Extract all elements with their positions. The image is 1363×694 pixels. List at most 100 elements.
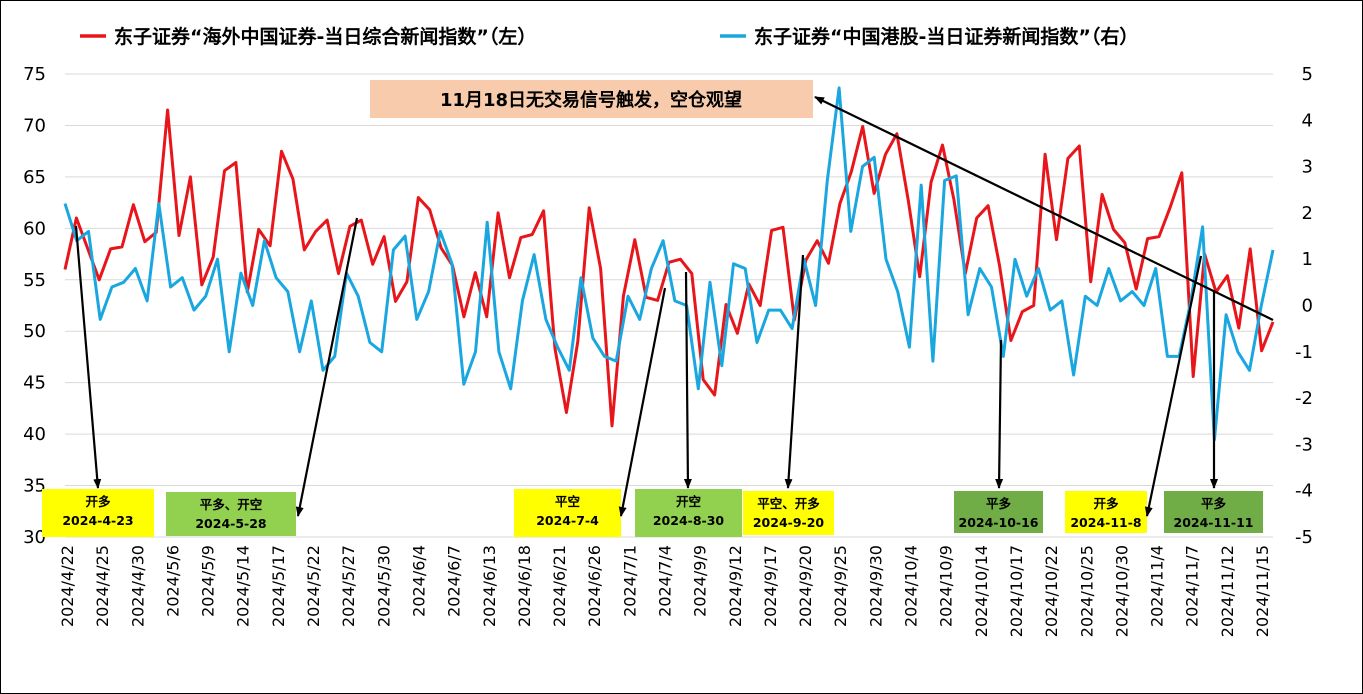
signal-arrow	[814, 96, 1274, 321]
right-tick-label: -4	[1295, 481, 1313, 502]
signal-label: 平多	[1201, 496, 1227, 511]
right-tick-label: -2	[1295, 388, 1313, 409]
x-tick-label: 2024/5/9	[199, 545, 218, 617]
right-tick-label: 1	[1302, 249, 1313, 270]
left-axis-ticks: 30 35 40 45 50 55 60 65 70 75	[23, 64, 46, 548]
signal-arrow	[1144, 255, 1203, 517]
signal-box	[954, 491, 1043, 533]
x-tick-label: 2024/10/4	[902, 545, 921, 627]
x-tick-label: 2024/9/30	[866, 545, 885, 627]
x-tick-label: 2024/11/4	[1148, 545, 1167, 627]
x-tick-label: 2024/5/17	[269, 545, 288, 627]
legend: 东子证券“海外中国证券-当日综合新闻指数”（左） 东子证券“中国港股-当日证券新闻…	[80, 25, 1138, 48]
x-tick-label: 2024/5/30	[374, 545, 393, 627]
left-tick-label: 75	[23, 64, 46, 85]
x-tick-label: 2024/6/7	[445, 545, 464, 617]
signal-box	[1065, 491, 1147, 533]
signal-date: 2024-11-8	[1070, 515, 1141, 530]
signal-label: 开多	[85, 494, 111, 509]
signal-label: 平空、开多	[757, 496, 820, 511]
x-tick-label: 2024/11/7	[1183, 545, 1202, 627]
signal-date: 2024-9-20	[753, 515, 825, 530]
x-tick-label: 2024/11/12	[1218, 545, 1237, 637]
signal-arrow	[995, 339, 1004, 489]
signal-arrow	[618, 287, 667, 517]
x-tick-label: 2024/10/9	[937, 545, 956, 627]
right-tick-label: -5	[1295, 527, 1313, 548]
x-tick-label: 2024/6/18	[515, 545, 534, 627]
left-tick-label: 30	[23, 527, 46, 548]
signal-box	[1164, 491, 1263, 533]
left-tick-label: 65	[23, 167, 46, 188]
signal-box	[743, 491, 834, 535]
x-tick-label: 2024/9/20	[796, 545, 815, 627]
signal-arrow	[784, 254, 805, 489]
x-tick-label: 2024/10/22	[1042, 545, 1061, 637]
signal-label: 平多	[986, 496, 1012, 511]
signal-box	[514, 489, 621, 537]
signal-date: 2024-8-30	[653, 513, 725, 528]
signal-label: 平多、开空	[200, 497, 263, 512]
signal-arrow	[295, 217, 359, 517]
x-tick-label: 2024/6/13	[480, 545, 499, 627]
legend-label: 东子证券“海外中国证券-当日综合新闻指数”（左）	[114, 25, 536, 48]
right-tick-label: 5	[1302, 64, 1313, 85]
series-line-right	[63, 86, 1275, 442]
signal-box	[166, 492, 296, 536]
left-tick-label: 35	[23, 476, 46, 497]
note-text: 11月18日无交易信号触发，空仓观望	[440, 89, 742, 111]
x-tick-label: 2024/9/9	[691, 545, 710, 617]
note-box	[370, 80, 813, 118]
left-tick-label: 60	[23, 218, 46, 239]
x-tick-label: 2024/9/17	[761, 545, 780, 627]
x-tick-label: 2024/7/4	[656, 545, 675, 617]
signal-box	[42, 489, 154, 537]
x-tick-label: 2024/4/30	[128, 545, 147, 627]
signal-date: 2024-4-23	[62, 513, 133, 528]
signal-annotations: 开多 2024-4-23 平多、开空 2024-5-28 平空 2024-7-4 开空 202…	[42, 489, 1263, 537]
right-tick-label: 3	[1302, 157, 1313, 178]
x-tick-label: 2024/6/21	[550, 545, 569, 627]
x-tick-label: 2024/5/14	[234, 545, 253, 627]
left-tick-label: 40	[23, 424, 46, 445]
x-tick-label: 2024/10/25	[1077, 545, 1096, 637]
legend-label: 东子证券“中国港股-当日证券新闻指数”（右）	[754, 25, 1138, 48]
right-axis-ticks: -5 -4 -3 -2 -1 0 1 2 3 4 5	[1295, 64, 1313, 548]
x-tick-label: 2024/10/14	[972, 545, 991, 637]
x-tick-label: 2024/4/25	[93, 545, 112, 627]
signal-label: 开多	[1093, 496, 1119, 511]
signal-date: 2024-7-4	[536, 513, 599, 528]
signal-date: 2024-10-16	[959, 515, 1039, 530]
right-tick-label: 2	[1302, 203, 1313, 224]
x-tick-label: 2024/6/4	[409, 545, 428, 617]
right-tick-label: -1	[1295, 342, 1313, 363]
right-tick-label: 0	[1302, 296, 1313, 317]
series-lines	[63, 86, 1275, 442]
right-tick-label: -3	[1295, 434, 1313, 455]
signal-arrow	[74, 225, 102, 489]
signal-label: 平空	[555, 494, 580, 509]
left-tick-label: 70	[23, 115, 46, 136]
left-tick-label: 55	[23, 270, 46, 291]
signal-arrow	[683, 271, 692, 489]
x-tick-label: 2024/5/22	[304, 545, 323, 627]
signal-date: 2024-5-28	[195, 516, 266, 531]
signal-label: 开空	[676, 494, 701, 509]
x-tick-label: 2024/10/30	[1112, 545, 1131, 637]
left-tick-label: 45	[23, 373, 46, 394]
x-tick-label: 2024/9/12	[726, 545, 745, 627]
x-tick-label: 2024/10/17	[1007, 545, 1026, 637]
x-tick-label: 2024/4/22	[58, 545, 77, 627]
x-tick-label: 2024/11/15	[1253, 545, 1272, 637]
x-tick-label: 2024/7/1	[620, 545, 639, 617]
x-tick-label: 2024/5/6	[163, 545, 182, 617]
left-tick-label: 50	[23, 321, 46, 342]
right-tick-label: 4	[1302, 110, 1313, 131]
signal-date: 2024-11-11	[1174, 515, 1254, 530]
signal-arrows	[74, 96, 1274, 517]
x-axis-ticks: 2024/4/22 2024/4/25 2024/4/30 2024/5/6 2024/…	[58, 545, 1272, 637]
x-tick-label: 2024/6/26	[585, 545, 604, 627]
note-annotation: 11月18日无交易信号触发，空仓观望	[370, 80, 813, 118]
gridlines	[65, 73, 1273, 538]
